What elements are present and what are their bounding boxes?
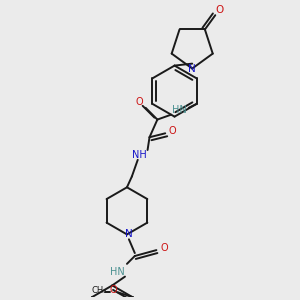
Text: O: O <box>136 97 143 107</box>
Text: O: O <box>109 285 117 296</box>
Text: O: O <box>160 243 168 253</box>
Text: NH: NH <box>132 150 147 160</box>
Text: HN: HN <box>172 105 186 115</box>
Text: N: N <box>188 64 196 74</box>
Text: CH₃: CH₃ <box>92 286 107 295</box>
Text: N: N <box>125 230 133 239</box>
Text: HN: HN <box>110 267 124 277</box>
Text: O: O <box>215 4 224 15</box>
Text: O: O <box>168 126 176 136</box>
